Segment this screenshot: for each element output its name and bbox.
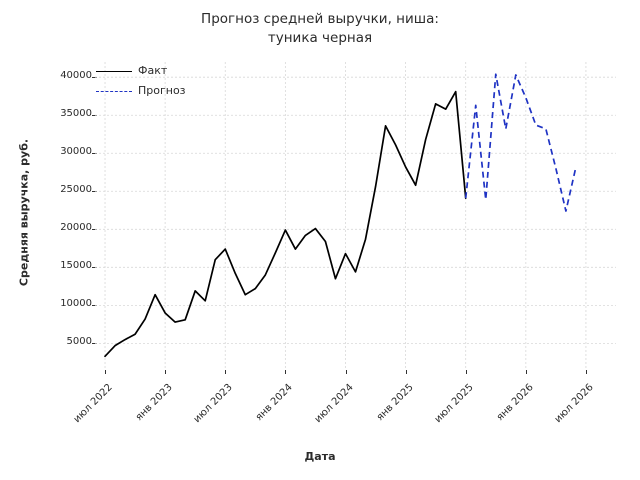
x-tick-label: янв 2023 <box>133 382 175 424</box>
x-tick-label: янв 2025 <box>374 382 416 424</box>
y-tick-mark <box>92 152 97 154</box>
x-axis-label: Дата <box>304 450 336 463</box>
legend-item-fact: Факт <box>92 62 202 82</box>
legend-label-fact: Факт <box>138 64 168 77</box>
x-tick-mark <box>225 370 227 374</box>
x-tick-label: янв 2026 <box>494 382 536 424</box>
x-tick-label: июл 2024 <box>312 382 356 426</box>
y-tick-mark <box>92 266 97 268</box>
chart-title: Прогноз средней выручки, ниша: туника че… <box>201 11 439 46</box>
x-tick-mark <box>405 370 407 374</box>
legend-swatch-solid-icon <box>96 71 132 72</box>
x-tick-label: янв 2024 <box>254 382 296 424</box>
x-tick-mark <box>585 370 587 374</box>
y-tick-mark <box>92 228 97 230</box>
y-tick-label: 30000 <box>60 146 92 158</box>
y-tick-label: 35000 <box>60 108 92 120</box>
y-tick-label: 5000 <box>66 336 92 348</box>
y-tick-label: 40000 <box>60 70 92 82</box>
x-tick-mark <box>525 370 527 374</box>
x-tick-mark <box>465 370 467 374</box>
x-tick-label: июл 2022 <box>71 382 115 426</box>
y-tick-label: 25000 <box>60 184 92 196</box>
x-tick-label: июл 2026 <box>552 382 596 426</box>
x-tick-mark <box>285 370 287 374</box>
y-tick-mark <box>92 114 97 116</box>
y-tick-label: 20000 <box>60 222 92 234</box>
y-tick-label: 15000 <box>60 260 92 272</box>
legend-swatch-dashed-icon <box>96 91 132 92</box>
legend-label-forecast: Прогноз <box>138 84 186 97</box>
chart-legend: Факт Прогноз <box>92 62 202 104</box>
forecast-line <box>464 73 577 212</box>
x-axis-tick-labels: июл 2022 янв 2023 июл 2023 янв 2024 июл 2024… <box>72 370 616 474</box>
y-axis-tick-labels: 5000 10000 15000 20000 25000 30000 35000 40000 <box>30 62 97 370</box>
series-fact <box>104 90 467 358</box>
x-tick-mark <box>345 370 347 374</box>
x-tick-label: июл 2025 <box>432 382 476 426</box>
y-axis-label: Средняя выручка, руб. <box>17 138 31 287</box>
y-tick-mark <box>92 190 97 192</box>
gridlines <box>95 62 616 370</box>
fact-line <box>104 90 467 358</box>
x-tick-mark <box>165 370 167 374</box>
y-tick-mark <box>92 342 97 344</box>
series-forecast <box>464 73 577 212</box>
x-tick-label: июл 2023 <box>191 382 236 426</box>
y-tick-mark <box>92 304 97 306</box>
y-tick-mark <box>92 76 97 78</box>
plot-area <box>95 62 616 370</box>
plot-svg <box>95 62 616 370</box>
y-tick-label: 10000 <box>60 298 92 310</box>
x-tick-mark <box>105 370 106 374</box>
legend-item-forecast: Прогноз <box>92 82 202 102</box>
